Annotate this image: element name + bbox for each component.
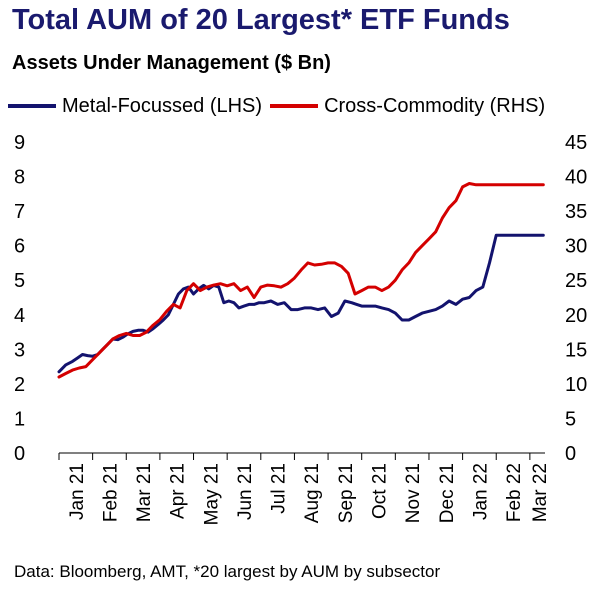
legend-swatch-metal — [8, 104, 56, 108]
series-line-metal — [57, 233, 545, 374]
y-left-tick-label: 3 — [14, 339, 25, 361]
x-tick-label: Nov 21 — [403, 463, 424, 523]
x-tick-label: Jan 22 — [470, 463, 491, 520]
y-left-tick-label: 9 — [14, 132, 25, 154]
x-tick-label: Jul 21 — [269, 463, 290, 514]
legend-label-cross: Cross-Commodity (RHS) — [324, 94, 546, 117]
legend-label-metal: Metal-Focussed (LHS) — [62, 94, 263, 117]
x-tick-label: Jun 21 — [235, 463, 256, 520]
y-left-tick-label: 6 — [14, 236, 25, 258]
chart-title: Total AUM of 20 Largest* ETF Funds — [12, 4, 510, 36]
y-right-tick-label: 25 — [565, 270, 587, 292]
source-note: Data: Bloomberg, AMT, *20 largest by AUM… — [14, 562, 441, 581]
y-right-tick-label: 35 — [565, 201, 587, 223]
y-right-tick-label: 20 — [565, 305, 587, 327]
x-tick-label: Mar 22 — [530, 463, 551, 522]
legend: Metal-Focussed (LHS) Cross-Commodity (RH… — [8, 92, 553, 120]
y-right-tick-label: 0 — [565, 443, 576, 465]
legend-swatch-cross — [270, 104, 319, 108]
x-tick-label: Sep 21 — [336, 463, 357, 523]
y-left-tick-label: 4 — [14, 305, 25, 327]
x-tick-label: Apr 21 — [168, 463, 189, 519]
legend-item-cross: Cross-Commodity (RHS) — [270, 95, 545, 118]
x-tick-label: Oct 21 — [370, 463, 391, 519]
legend-item-metal: Metal-Focussed (LHS) — [8, 95, 262, 118]
x-tick-label: Feb 21 — [100, 463, 121, 522]
x-tick-label: Mar 21 — [134, 463, 155, 522]
x-tick-label: May 21 — [201, 463, 222, 525]
chart-subtitle: Assets Under Management ($ Bn) — [12, 52, 331, 74]
y-left-tick-label: 7 — [14, 201, 25, 223]
y-right-tick-label: 30 — [565, 236, 587, 258]
y-left-tick-label: 1 — [14, 408, 25, 430]
y-right-tick-label: 45 — [565, 132, 587, 154]
x-tick-label: Jan 21 — [67, 463, 88, 520]
x-tick-label: Dec 21 — [437, 463, 458, 523]
x-tick-label: Feb 22 — [504, 463, 525, 522]
y-right-tick-label: 15 — [565, 339, 587, 361]
y-right-tick-label: 10 — [565, 374, 587, 396]
y-left-tick-label: 5 — [14, 270, 25, 292]
series-line-cross — [57, 182, 545, 379]
y-right-tick-label: 5 — [565, 408, 576, 430]
x-tick-label: Aug 21 — [302, 463, 323, 523]
y-left-tick-label: 8 — [14, 167, 25, 189]
y-left-tick-label: 0 — [14, 443, 25, 465]
y-left-tick-label: 2 — [14, 374, 25, 396]
y-right-tick-label: 40 — [565, 167, 587, 189]
